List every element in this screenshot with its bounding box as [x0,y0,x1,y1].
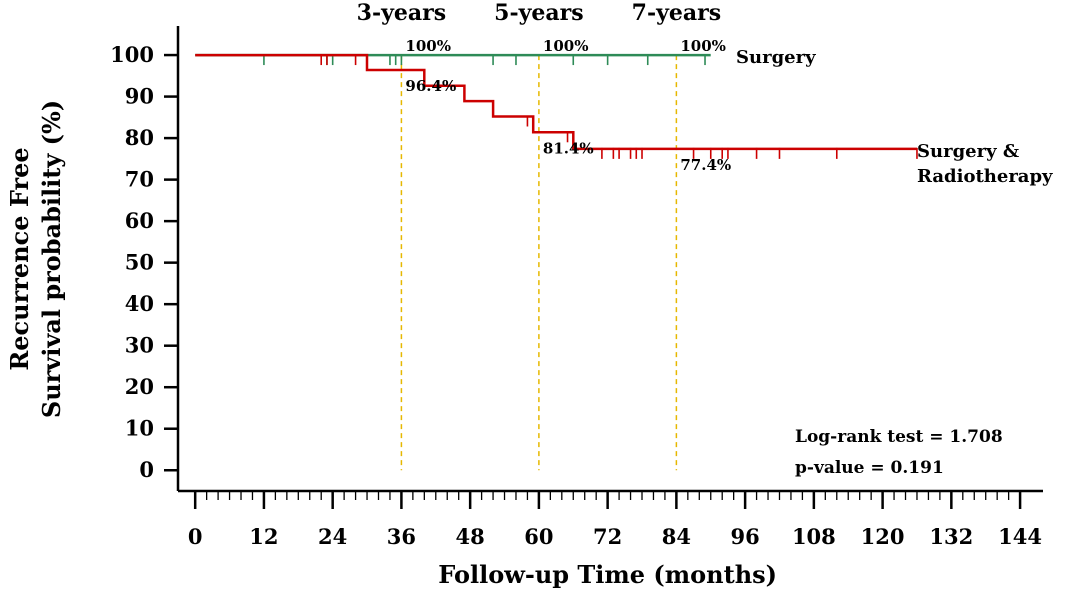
survival-percent-label: 81.4% [543,139,594,157]
series-label-surgery-radiotherapy: Radiotherapy [917,166,1053,187]
survival-percent-label: 77.4% [680,156,731,174]
x-tick-label: 48 [456,524,485,549]
y-tick-label: 0 [139,457,154,482]
series-line [195,53,917,151]
stat-text: Log-rank test = 1.708 [795,427,1003,447]
chart-labels: Follow-up Time (months)Recurrence Free Su… [5,0,1053,589]
x-tick-label: 24 [318,524,347,549]
x-tick-label: 132 [929,524,973,549]
x-tick-label: 144 [998,524,1042,549]
x-tick-label: 120 [861,524,905,549]
milestone-label: 5-years [494,0,583,26]
milestone-label: 7-years [632,0,721,26]
y-tick-label: 70 [125,167,154,192]
y-tick-label: 20 [125,374,154,399]
y-tick-label: 50 [125,250,154,275]
x-tick-label: 96 [731,524,760,549]
x-tick-label: 36 [387,524,416,549]
milestone-lines [400,55,678,471]
y-tick-label: 30 [125,333,154,358]
x-axis-title: Follow-up Time (months) [438,560,777,589]
y-tick-label: 40 [125,291,154,316]
survival-percent-label: 100% [405,37,451,55]
survival-percent-label: 100% [543,37,589,55]
stat-text: p-value = 0.191 [795,458,944,478]
y-tick-label: 80 [125,125,154,150]
series-label-surgery-radiotherapy: Surgery & [917,141,1019,162]
x-tick-label: 12 [249,524,278,549]
survival-percent-label: 100% [680,37,726,55]
x-tick-label: 108 [792,524,836,549]
series-label-surgery: Surgery [736,47,816,68]
y-tick-label: 100 [110,42,154,67]
x-tick-label: 0 [188,524,203,549]
y-tick-label: 60 [125,208,154,233]
y-tick-label: 10 [125,416,154,441]
y-axis-title-line: Recurrence Free [5,147,34,370]
y-tick-label: 90 [125,84,154,109]
survival-percent-label: 96.4% [405,77,456,95]
x-tick-label: 60 [524,524,553,549]
survival-curves [195,53,918,159]
x-tick-label: 84 [662,524,691,549]
axes: 0 10 20 30 40 50 60 70 80 90 100 0 12 24 36 48 60 72 84 96 1… [110,26,1043,549]
y-axis-title-line: Survival probability (%) [37,100,66,418]
milestone-label: 3-years [357,0,446,26]
x-tick-label: 72 [593,524,622,549]
